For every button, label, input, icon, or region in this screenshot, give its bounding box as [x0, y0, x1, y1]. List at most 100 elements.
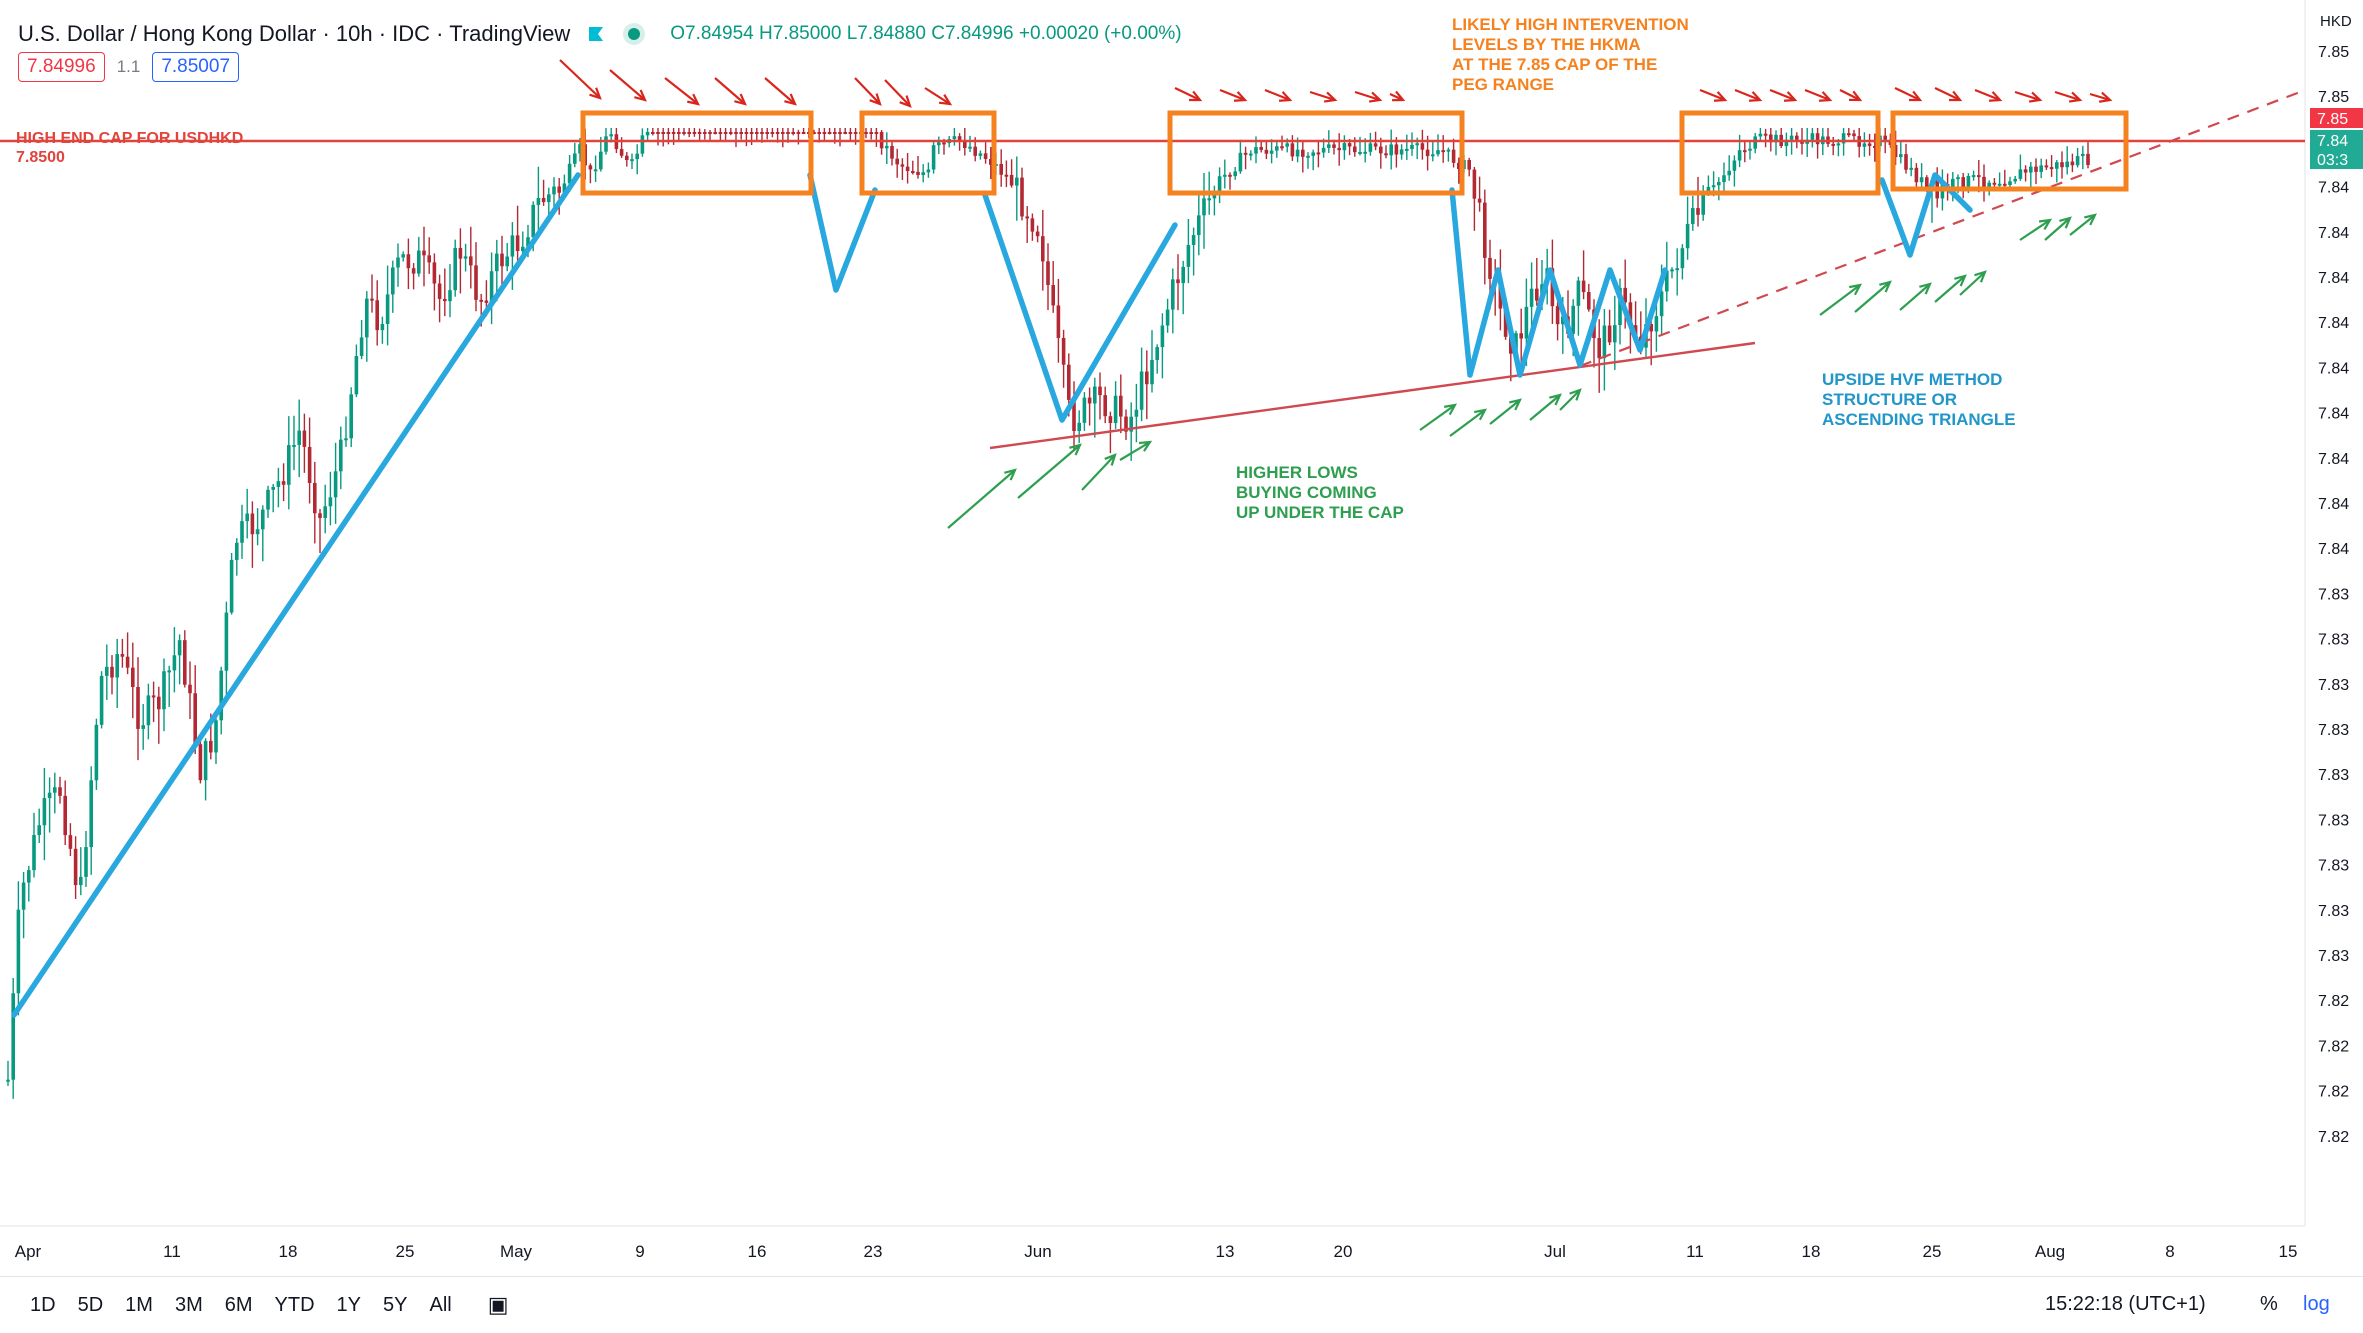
- candle-body: [1867, 143, 1872, 146]
- candle-body: [391, 267, 395, 295]
- candle-body: [1727, 170, 1731, 176]
- candle-body: [1722, 175, 1726, 182]
- symbol-title[interactable]: U.S. Dollar / Hong Kong Dollar · 10h · I…: [18, 21, 571, 46]
- percent-scale-toggle[interactable]: %: [2260, 1293, 2278, 1315]
- intervention-box[interactable]: [1890, 110, 2129, 192]
- candle-body: [905, 166, 910, 172]
- candle-body: [1425, 149, 1430, 157]
- trend-line[interactable]: [1879, 172, 1973, 258]
- price-tag-bg: [2310, 149, 2363, 169]
- candle-body: [422, 250, 426, 256]
- price-axis-label: 7.84: [2318, 496, 2349, 513]
- support-line[interactable]: [989, 341, 1756, 450]
- resistance-arrow-head: [634, 89, 647, 102]
- candle-body: [1342, 143, 1347, 151]
- candle-body: [1618, 287, 1622, 326]
- candle-body: [349, 394, 353, 439]
- price-axis-currency: HKD: [2320, 13, 2352, 30]
- resistance-arrow: [764, 77, 796, 105]
- sell-price-button[interactable]: 7.84996: [18, 52, 105, 82]
- intervention-box[interactable]: [859, 110, 997, 196]
- trend-line[interactable]: [11, 172, 581, 1018]
- candle-body: [697, 132, 702, 134]
- candle-body: [1290, 143, 1295, 157]
- candle-body: [224, 612, 229, 671]
- candle-body: [1415, 143, 1419, 146]
- candle-body: [1597, 338, 1601, 359]
- candle-body: [853, 132, 858, 134]
- candle-body: [1737, 150, 1742, 161]
- timeframe-5y[interactable]: 5Y: [383, 1293, 408, 1316]
- timeframe-1y[interactable]: 1Y: [336, 1293, 362, 1316]
- candle-body: [1732, 160, 1737, 171]
- support-line-dashed[interactable]: [1579, 90, 2301, 368]
- candle-body: [1852, 133, 1856, 137]
- intervention-note: AT THE 7.85 CAP OF THE: [1452, 55, 1657, 74]
- timeframe-all[interactable]: All: [429, 1293, 452, 1316]
- buy-price-button[interactable]: 7.85007: [152, 52, 240, 82]
- intervention-box[interactable]: [1679, 110, 1881, 196]
- candle-body: [344, 438, 348, 441]
- candle-body: [1847, 133, 1851, 136]
- trend-line[interactable]: [982, 192, 1178, 423]
- candle-body: [1280, 146, 1284, 149]
- timeframe-6m[interactable]: 6M: [224, 1293, 253, 1316]
- higher-lows-note: BUYING COMING: [1236, 483, 1377, 502]
- candle-body: [1035, 231, 1040, 237]
- resistance-arrow: [854, 77, 881, 105]
- candle-body: [1405, 148, 1409, 151]
- candle-body: [1103, 395, 1107, 417]
- price-chart[interactable]: HKD 7.85 7.85 7.84 7.84 7.84 7.84 7.84 7.84 7.84 7…: [0, 0, 2363, 1276]
- candle-body: [1529, 288, 1534, 307]
- candle-body: [1451, 149, 1456, 163]
- time-axis-label: 18: [279, 1242, 298, 1261]
- candle-body: [505, 256, 509, 267]
- candle-body: [1992, 182, 1997, 185]
- candle-body: [1696, 208, 1700, 215]
- candle-body: [1197, 215, 1201, 236]
- resistance-arrow: [714, 77, 746, 105]
- buying-arrow: [1959, 271, 1986, 296]
- candle-body: [739, 132, 743, 134]
- candle-body: [1758, 133, 1763, 137]
- candle-body: [203, 740, 208, 781]
- trend-line[interactable]: [1449, 187, 1668, 378]
- resistance-arrow: [1699, 88, 1726, 102]
- candle-body: [141, 725, 145, 729]
- resistance-arrow-head: [1391, 90, 1406, 102]
- candle-body: [1394, 144, 1399, 155]
- candle-body: [1077, 422, 1081, 431]
- price-axis-label: 7.84: [2318, 225, 2349, 242]
- candle-body: [313, 482, 317, 514]
- time-axis-label: Jun: [1024, 1242, 1051, 1261]
- timeframe-5d[interactable]: 5D: [77, 1293, 104, 1316]
- candle-body: [885, 145, 889, 149]
- intervention-box[interactable]: [580, 110, 814, 196]
- price-axis-label: 7.85: [2318, 89, 2349, 106]
- candle-body: [973, 146, 977, 156]
- price-axis-label: 7.82: [2318, 993, 2349, 1010]
- candle-body: [703, 132, 707, 134]
- date-range-icon[interactable]: ▣: [487, 1292, 509, 1317]
- timeframe-1d[interactable]: 1D: [30, 1293, 56, 1316]
- price-axis-label: 7.82: [2318, 1129, 2349, 1146]
- candle-body: [53, 787, 57, 793]
- price-axis-label: 7.85: [2318, 44, 2349, 61]
- candle-body: [250, 513, 255, 535]
- candle-body: [1457, 162, 1461, 170]
- timeframe-3m[interactable]: 3M: [174, 1293, 203, 1316]
- flag-icon[interactable]: [588, 26, 604, 42]
- timeframe-ytd[interactable]: YTD: [274, 1293, 315, 1316]
- timeframe-1m[interactable]: 1M: [125, 1293, 153, 1316]
- price-axis-label: 7.83: [2318, 948, 2349, 965]
- log-scale-toggle[interactable]: log: [2303, 1293, 2330, 1315]
- trend-line[interactable]: [807, 172, 878, 293]
- candle-body: [692, 132, 697, 134]
- price-axis-label: 7.83: [2318, 677, 2349, 694]
- candle-body: [682, 132, 686, 134]
- time-axis-label: 18: [1802, 1242, 1821, 1261]
- candle-body: [1072, 399, 1076, 431]
- intervention-box[interactable]: [1167, 110, 1465, 196]
- candle-body: [1399, 149, 1404, 155]
- candle-body: [1904, 154, 1908, 170]
